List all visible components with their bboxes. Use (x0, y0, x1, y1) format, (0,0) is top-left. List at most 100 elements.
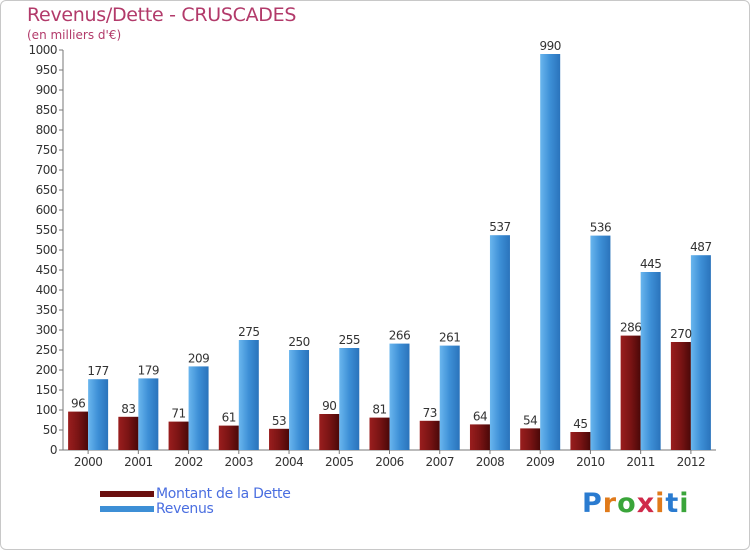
data-label-revenus: 487 (690, 240, 711, 254)
logo-letter: i (679, 488, 690, 519)
data-label-debt: 73 (423, 406, 437, 420)
legend-label-debt: Montant de la Dette (156, 485, 291, 502)
y-tick-label: 700 (36, 163, 57, 177)
bar-revenus (238, 340, 259, 450)
logo-letter: i (655, 488, 666, 519)
bar-debt (620, 335, 641, 450)
bars (68, 54, 711, 450)
y-tick-label: 750 (36, 143, 57, 157)
data-label-revenus: 275 (238, 325, 259, 339)
data-label-debt: 71 (171, 407, 185, 421)
bar-debt (369, 417, 390, 450)
x-tick-label: 2005 (325, 455, 354, 469)
data-label-revenus: 209 (188, 351, 209, 365)
data-label-revenus: 537 (489, 220, 510, 234)
bar-debt (218, 425, 239, 450)
y-tick-label: 800 (36, 123, 57, 137)
data-label-revenus: 250 (288, 335, 309, 349)
y-tick-label: 500 (36, 243, 57, 257)
y-tick-label: 550 (36, 223, 57, 237)
bar-debt (68, 411, 89, 450)
x-tick-label: 2007 (425, 455, 454, 469)
bar-revenus (540, 54, 561, 450)
legend-swatch-revenus (100, 505, 154, 512)
logo-letter: r (602, 488, 618, 519)
y-tick-label: 300 (36, 323, 57, 337)
bar-revenus (640, 272, 661, 450)
data-label-revenus: 177 (87, 364, 108, 378)
bar-revenus (590, 235, 611, 450)
logo-letter: t (665, 488, 680, 519)
data-label-revenus: 261 (439, 331, 460, 345)
bar-revenus (690, 255, 711, 450)
legend-item-debt: Montant de la Dette (100, 485, 291, 502)
data-label-debt: 45 (573, 417, 587, 431)
chart-subtitle: (en milliers d'€) (27, 28, 122, 42)
legend-swatch-debt (100, 490, 154, 497)
logo-letter: o (617, 488, 637, 519)
x-tick-label: 2012 (677, 455, 706, 469)
bar-debt (469, 424, 490, 450)
y-tick-label: 350 (36, 303, 57, 317)
y-tick-label: 600 (36, 203, 57, 217)
data-label-debt: 64 (473, 409, 487, 423)
y-tick-label: 0 (50, 443, 57, 457)
bar-revenus (88, 379, 109, 450)
y-tick-label: 650 (36, 183, 57, 197)
x-tick-label: 2002 (174, 455, 203, 469)
bar-revenus (138, 378, 159, 450)
y-tick-label: 1000 (28, 43, 57, 57)
x-tick-label: 2008 (476, 455, 505, 469)
x-tick-label: 2001 (124, 455, 153, 469)
x-tick-label: 2004 (275, 455, 304, 469)
data-label-debt: 61 (222, 411, 236, 425)
y-tick-label: 950 (36, 63, 57, 77)
x-tick-label: 2003 (225, 455, 254, 469)
legend-item-revenus: Revenus (100, 501, 291, 517)
bar-revenus (339, 348, 360, 450)
bar-revenus (389, 343, 410, 450)
y-tick-label: 450 (36, 263, 57, 277)
bar-revenus (289, 350, 310, 450)
y-tick-label: 100 (36, 403, 57, 417)
logo-letter: P (582, 488, 603, 519)
bar-debt (118, 416, 139, 450)
bar-debt (168, 421, 189, 450)
data-label-revenus: 445 (640, 257, 661, 271)
y-tick-label: 400 (36, 283, 57, 297)
data-label-revenus: 266 (389, 329, 410, 343)
data-label-debt: 54 (523, 413, 537, 427)
bar-debt (570, 432, 591, 450)
y-tick-label: 50 (43, 423, 57, 437)
data-label-revenus: 990 (539, 39, 560, 53)
data-label-debt: 90 (322, 399, 336, 413)
y-tick-label: 150 (36, 383, 57, 397)
y-tick-label: 200 (36, 363, 57, 377)
x-tick-label: 2009 (526, 455, 555, 469)
data-labels: 96 177 83 179 71 209 61 275 53 250 90 255 81 266 73 261… (71, 39, 712, 431)
bar-debt (419, 420, 440, 450)
data-label-revenus: 255 (339, 333, 360, 347)
y-tick-label: 850 (36, 103, 57, 117)
data-label-debt: 96 (71, 397, 85, 411)
chart-title: Revenus/Dette - CRUSCADES (27, 4, 297, 26)
data-label-debt: 270 (670, 327, 691, 341)
bar-debt (520, 428, 541, 450)
data-label-revenus: 536 (590, 221, 611, 235)
bar-debt (269, 428, 290, 450)
bar-debt (319, 414, 340, 450)
data-label-debt: 286 (620, 321, 641, 335)
data-label-debt: 81 (372, 403, 386, 417)
bar-revenus (188, 366, 209, 450)
logo-letter: x (636, 488, 656, 519)
bar-debt (670, 342, 691, 450)
axes: 0 50 100 150 200 250 300 350 400 450 500 550 600 650 7… (28, 43, 716, 469)
legend: Montant de la Dette Revenus (100, 485, 291, 517)
bar-revenus (439, 345, 460, 450)
x-tick-label: 2010 (576, 455, 605, 469)
proxiti-logo: Proxiti (582, 488, 690, 519)
y-tick-label: 900 (36, 83, 57, 97)
data-label-debt: 83 (121, 402, 135, 416)
